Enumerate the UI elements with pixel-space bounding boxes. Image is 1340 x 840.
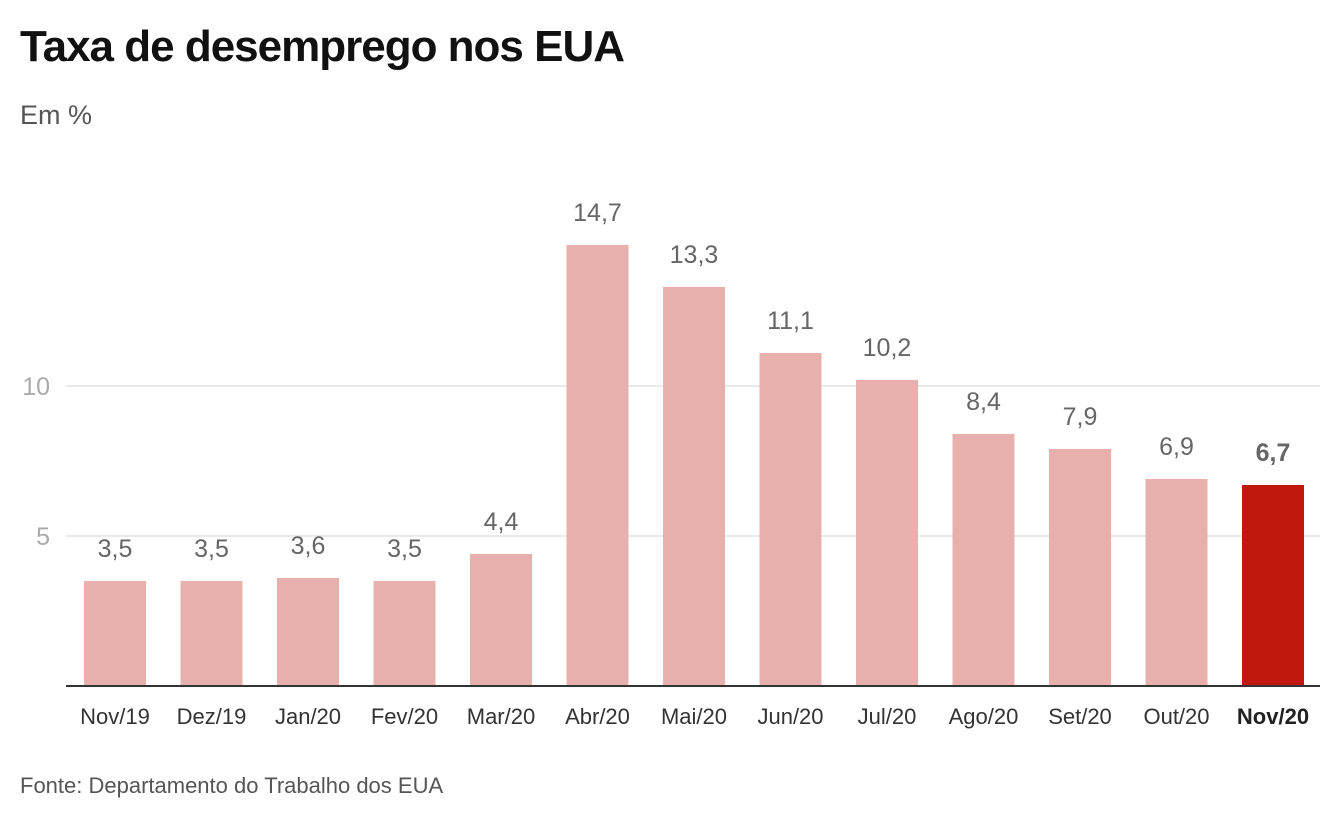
x-tick-label: Jan/20: [275, 704, 341, 729]
value-label: 6,7: [1256, 439, 1291, 467]
value-label: 8,4: [966, 388, 1001, 416]
value-label: 3,6: [291, 532, 326, 560]
value-label: 11,1: [767, 307, 814, 335]
value-label: 3,5: [98, 535, 133, 563]
chart-subtitle: Em %: [20, 100, 93, 130]
bar-nov-20: [1242, 485, 1304, 686]
x-tick-label: Abr/20: [565, 704, 630, 729]
value-label: 4,4: [484, 508, 519, 536]
x-tick-label: Jun/20: [757, 704, 823, 729]
y-tick-label: 5: [36, 523, 50, 551]
x-tick-label: Ago/20: [949, 704, 1019, 729]
bar-mar-20: [470, 554, 532, 686]
value-label: 13,3: [670, 241, 719, 269]
bar-out-20: [1145, 479, 1208, 686]
bar-fev-20: [373, 581, 436, 686]
bar-jul-20: [856, 380, 918, 686]
bar-dez-19: [180, 581, 243, 686]
value-label: 14,7: [573, 199, 622, 227]
value-label: 3,5: [194, 535, 229, 563]
bar-jun-20: [759, 353, 822, 686]
value-label: 3,5: [387, 535, 422, 563]
source-note: Fonte: Departamento do Trabalho dos EUA: [20, 773, 444, 798]
x-tick-label: Jul/20: [858, 704, 917, 729]
x-tick-label: Nov/19: [80, 704, 150, 729]
value-label: 10,2: [863, 334, 912, 362]
bar-ago-20: [952, 434, 1015, 686]
x-tick-label: Mar/20: [467, 704, 535, 729]
bar-nov-19: [84, 581, 146, 686]
x-tick-label: Out/20: [1143, 704, 1209, 729]
value-label: 6,9: [1159, 433, 1194, 461]
bar-mai-20: [663, 287, 725, 686]
x-axis: Nov/19 Dez/19 Jan/20 Fev/20 Mar/20 Abr/20 Mai/…: [66, 685, 1320, 729]
bar-jan-20: [277, 578, 339, 686]
x-tick-label: Dez/19: [177, 704, 247, 729]
x-tick-label: Set/20: [1048, 704, 1112, 729]
x-tick-label: Nov/20: [1237, 704, 1309, 729]
bars: [84, 245, 1304, 686]
value-labels: 3,5 3,5 3,6 3,5 4,4 14,7 13,3 11,1 10,2 8,4 7,9 6,9…: [98, 199, 1291, 563]
bar-abr-20: [566, 245, 629, 686]
x-tick-label: Mai/20: [661, 704, 727, 729]
x-tick-label: Fev/20: [371, 704, 438, 729]
chart-title: Taxa de desemprego nos EUA: [20, 22, 625, 71]
bar-set-20: [1049, 449, 1111, 686]
value-label: 7,9: [1063, 403, 1098, 431]
y-tick-label: 10: [22, 373, 50, 401]
